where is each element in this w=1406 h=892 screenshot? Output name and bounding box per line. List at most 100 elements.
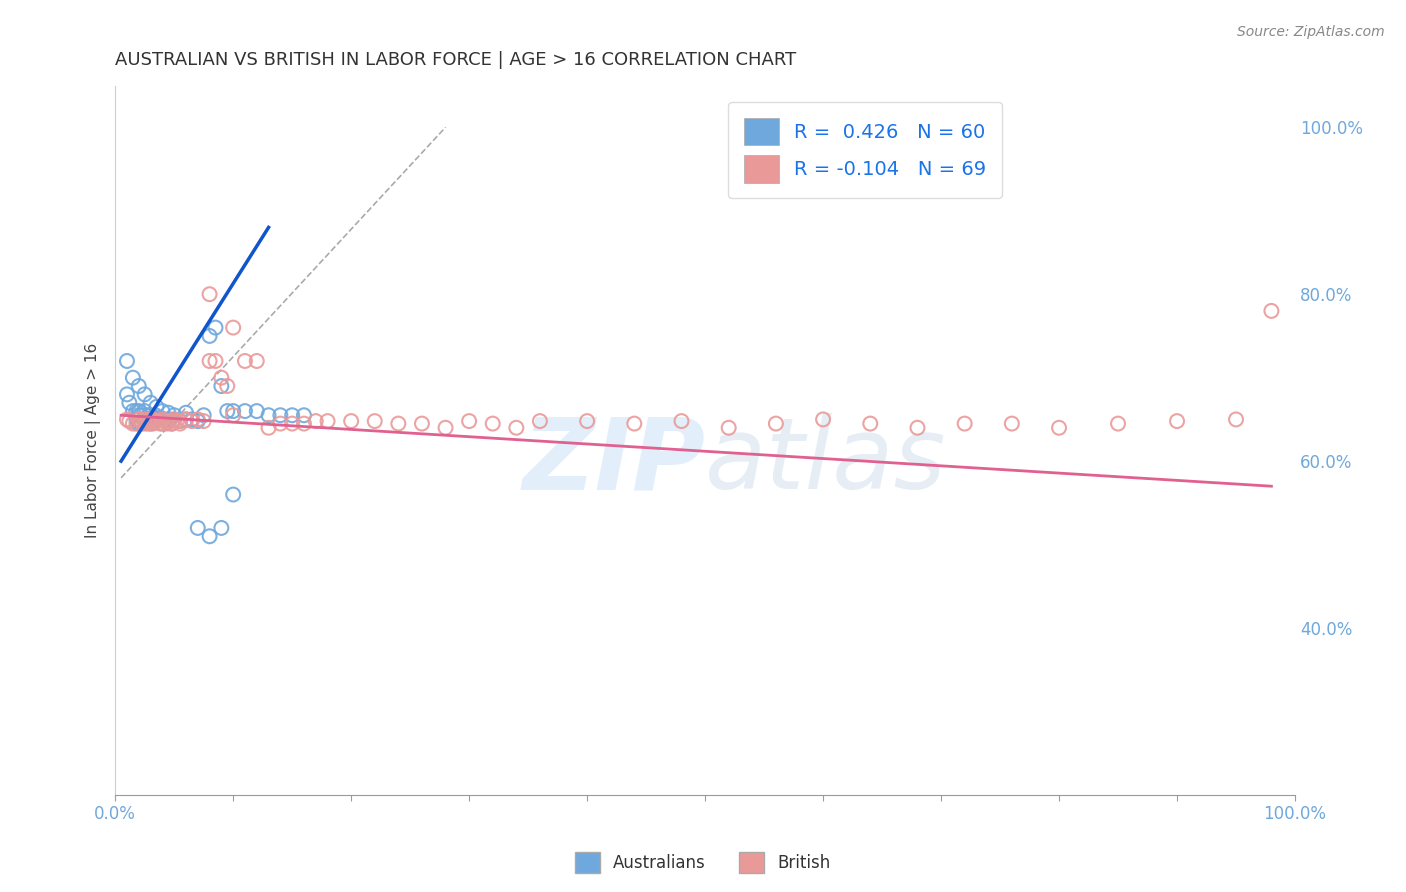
Point (136, 417, 159, 431)
Point (269, 417, 291, 431)
Point (136, 409, 159, 423)
Point (150, 412, 173, 426)
Point (118, 395, 141, 409)
Point (907, 421, 929, 435)
Point (115, 354, 138, 368)
Point (134, 412, 156, 426)
Point (198, 287, 221, 301)
Point (811, 412, 834, 426)
Point (159, 412, 181, 426)
Point (434, 421, 457, 435)
Point (139, 409, 162, 423)
Point (169, 414, 191, 428)
Point (281, 409, 304, 423)
Point (134, 412, 156, 426)
Point (156, 417, 179, 431)
Text: Source: ZipAtlas.com: Source: ZipAtlas.com (1237, 25, 1385, 39)
Point (257, 409, 280, 423)
Point (671, 414, 693, 428)
Point (387, 417, 409, 431)
Point (139, 414, 162, 428)
Point (187, 412, 209, 426)
Point (142, 410, 165, 425)
Point (209, 521, 232, 535)
Point (142, 414, 165, 428)
Point (209, 379, 232, 393)
Point (136, 414, 159, 428)
Point (1260, 304, 1282, 318)
Point (340, 414, 363, 428)
Point (129, 409, 152, 423)
Point (174, 412, 197, 426)
Point (222, 487, 245, 501)
Point (163, 412, 186, 426)
Point (529, 414, 551, 428)
Point (128, 379, 150, 393)
Point (859, 417, 882, 431)
Text: AUSTRALIAN VS BRITISH IN LABOR FORCE | AGE > 16 CORRELATION CHART: AUSTRALIAN VS BRITISH IN LABOR FORCE | A… (115, 51, 796, 69)
Point (146, 412, 169, 426)
Point (281, 417, 304, 431)
Point (143, 414, 166, 428)
Text: ZIP: ZIP (522, 413, 704, 510)
Point (246, 404, 269, 418)
Point (150, 417, 173, 431)
Point (193, 414, 215, 428)
Point (1166, 414, 1188, 428)
Point (134, 387, 156, 401)
Point (292, 409, 315, 423)
Legend: Australians, British: Australians, British (568, 846, 838, 880)
Point (139, 417, 162, 431)
Point (169, 414, 191, 428)
Point (204, 354, 226, 368)
Point (156, 414, 179, 428)
Point (411, 417, 433, 431)
Point (139, 412, 162, 426)
Legend: R =  0.426   N = 60, R = -0.104   N = 69: R = 0.426 N = 60, R = -0.104 N = 69 (728, 103, 1002, 198)
Point (576, 414, 599, 428)
Point (134, 417, 156, 431)
Point (125, 404, 148, 418)
Point (481, 417, 503, 431)
Point (198, 529, 221, 543)
Point (122, 404, 145, 418)
Point (169, 417, 191, 431)
Point (149, 410, 172, 425)
Point (125, 417, 148, 431)
Point (222, 320, 245, 334)
Point (505, 421, 527, 435)
Point (150, 412, 173, 426)
Point (193, 409, 215, 423)
Point (128, 404, 150, 418)
Point (217, 404, 239, 418)
Point (118, 414, 141, 428)
Point (292, 417, 315, 431)
Point (174, 406, 197, 420)
Y-axis label: In Labor Force | Age > 16: In Labor Force | Age > 16 (86, 343, 101, 538)
Point (765, 417, 787, 431)
Point (139, 395, 162, 409)
Point (364, 414, 387, 428)
Point (139, 414, 162, 428)
Point (458, 414, 481, 428)
Point (128, 412, 150, 426)
Point (257, 421, 280, 435)
Point (717, 421, 740, 435)
Point (134, 404, 156, 418)
Point (222, 404, 245, 418)
Point (305, 414, 328, 428)
Point (125, 412, 148, 426)
Point (222, 409, 245, 423)
Point (180, 414, 202, 428)
Point (166, 414, 188, 428)
Point (233, 404, 256, 418)
Point (623, 417, 645, 431)
Point (953, 417, 976, 431)
Point (143, 414, 166, 428)
Point (180, 412, 202, 426)
Point (217, 379, 239, 393)
Point (1107, 417, 1129, 431)
Point (269, 409, 291, 423)
Point (1225, 412, 1247, 426)
Point (160, 417, 183, 431)
